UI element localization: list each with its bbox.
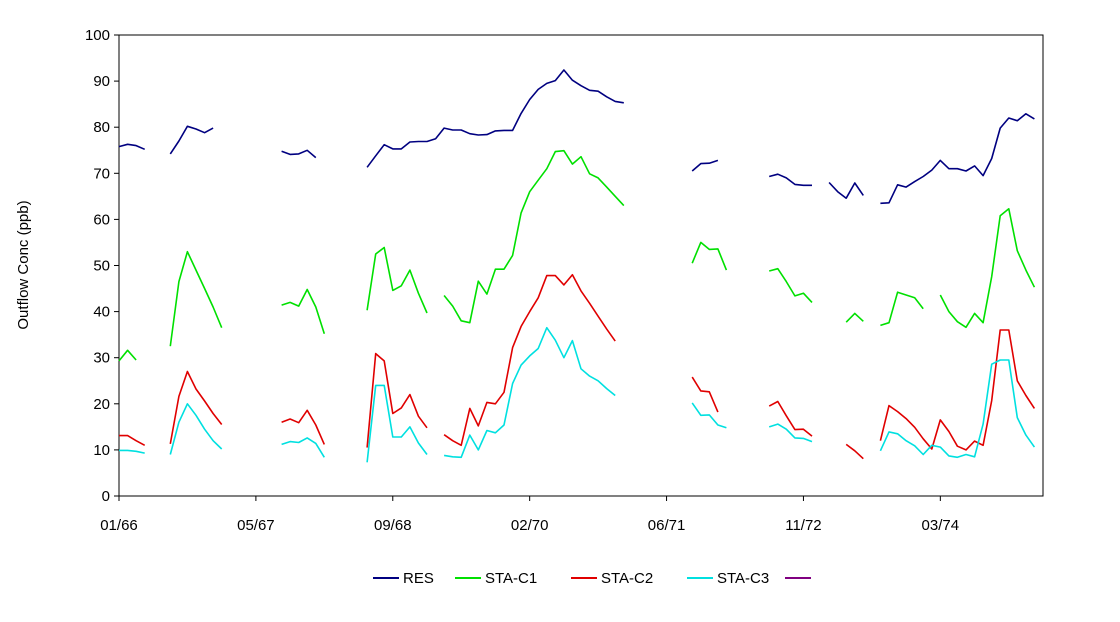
y-tick-label: 30 xyxy=(93,350,110,367)
series-line xyxy=(691,402,727,429)
series-line xyxy=(118,143,146,151)
series-line xyxy=(768,400,813,437)
series-line xyxy=(768,267,813,303)
series-line xyxy=(879,359,1036,459)
series-line xyxy=(366,69,624,168)
series-line xyxy=(169,125,214,155)
series-line xyxy=(880,113,1035,205)
plot-area xyxy=(118,34,1044,497)
y-tick-label: 70 xyxy=(93,165,110,182)
series-line xyxy=(768,423,813,443)
series-line xyxy=(845,312,864,323)
y-axis: 0 10 20 30 40 50 60 70 80 90 100 xyxy=(85,27,119,505)
series-line xyxy=(880,291,924,327)
series-line xyxy=(366,246,428,314)
series-line xyxy=(828,181,864,199)
legend: RES STA-C1 STA-C2 STA-C3 xyxy=(373,570,811,587)
legend-item: STA-C1 xyxy=(455,570,537,587)
series-line xyxy=(281,288,326,334)
series-line xyxy=(169,250,223,347)
series-line xyxy=(169,402,223,455)
series-line xyxy=(443,273,616,447)
y-tick-label: 60 xyxy=(93,211,110,228)
x-axis: 01/66 05/67 09/68 02/70 06/71 11/72 03/74 xyxy=(100,496,959,534)
series-line xyxy=(768,173,812,187)
series-line xyxy=(366,352,428,448)
y-tick-label: 100 xyxy=(85,27,110,44)
series-line xyxy=(281,149,317,159)
x-tick-label: 05/67 xyxy=(237,517,275,534)
legend-item: STA-C3 xyxy=(687,570,769,587)
legend-label: STA-C3 xyxy=(717,570,769,587)
series-line xyxy=(443,326,616,459)
series-line xyxy=(845,443,864,460)
x-tick-label: 01/66 xyxy=(100,517,138,534)
series-line xyxy=(281,437,325,458)
y-axis-title: Outflow Conc (ppb) xyxy=(15,200,32,329)
series-line xyxy=(281,409,326,445)
series-line xyxy=(691,376,719,413)
series-layer xyxy=(118,69,1036,463)
legend-label: STA-C2 xyxy=(601,570,653,587)
y-tick-label: 50 xyxy=(93,258,110,275)
legend-label: RES xyxy=(403,570,434,587)
x-tick-label: 06/71 xyxy=(648,517,686,534)
y-tick-label: 20 xyxy=(93,396,110,413)
legend-item: STA-C2 xyxy=(571,570,653,587)
legend-label: STA-C1 xyxy=(485,570,537,587)
series-line xyxy=(691,159,719,172)
y-tick-label: 40 xyxy=(93,304,110,321)
y-tick-label: 80 xyxy=(93,119,110,136)
series-line xyxy=(119,449,145,454)
series-line xyxy=(691,241,728,271)
series-res xyxy=(118,69,1035,205)
series-line xyxy=(366,384,428,463)
series-line xyxy=(169,370,223,445)
x-tick-label: 02/70 xyxy=(511,517,549,534)
series-sta-c1 xyxy=(118,149,1036,362)
x-tick-label: 11/72 xyxy=(785,517,821,534)
legend-item: RES xyxy=(373,570,434,587)
series-line xyxy=(118,349,137,362)
series-line xyxy=(119,434,146,447)
y-tick-label: 0 xyxy=(102,488,110,505)
series-sta-c3 xyxy=(119,326,1036,463)
x-tick-label: 09/68 xyxy=(374,517,412,534)
series-line xyxy=(443,149,625,324)
x-tick-label: 03/74 xyxy=(922,517,960,534)
y-tick-label: 10 xyxy=(93,442,110,459)
series-sta-c2 xyxy=(119,273,1036,460)
series-line xyxy=(939,208,1036,329)
series-line xyxy=(879,329,1036,451)
y-tick-label: 90 xyxy=(93,73,110,90)
